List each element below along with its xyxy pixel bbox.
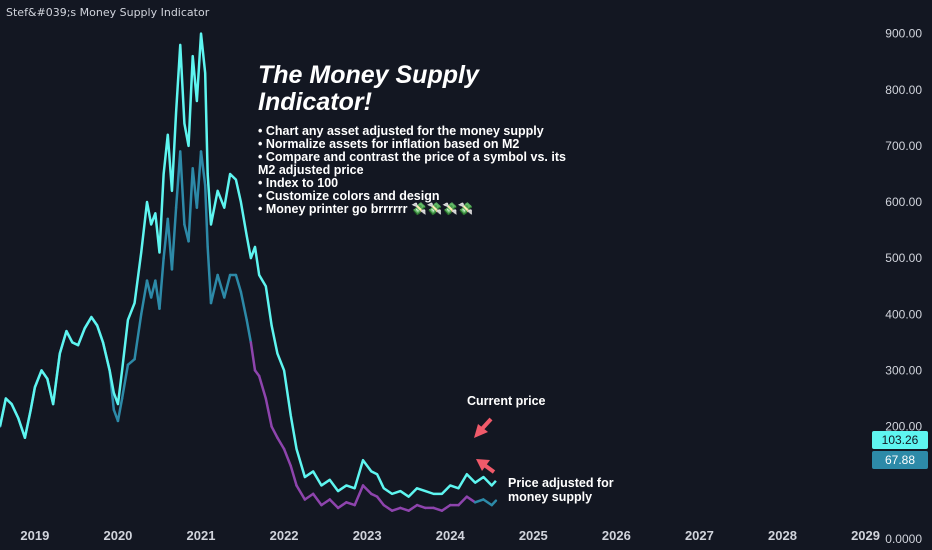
adjusted-price-segment	[465, 495, 477, 504]
chart-headline: The Money Supply Indicator!	[258, 61, 479, 116]
adjusted-price-badge: 67.88	[872, 451, 928, 469]
x-tick-label: 2023	[353, 528, 382, 543]
adjusted-price-segment	[353, 484, 365, 507]
adjusted-price-segment	[415, 503, 427, 510]
adjusted-price-segment	[482, 498, 494, 507]
adjusted-price-segment	[440, 503, 452, 512]
adjusted-price-segment	[473, 498, 485, 504]
feature-item: M2 adjusted price	[258, 163, 364, 177]
adjusted-price-segment	[375, 495, 386, 507]
y-tick-label: 600.00	[885, 195, 922, 209]
x-tick-label: 2021	[187, 528, 216, 543]
adjusted-price-segment	[206, 245, 213, 305]
feature-item: • Money printer go brrrrrr 💸💸💸💸	[258, 202, 474, 216]
adjusted-price-segment	[170, 206, 178, 271]
adjusted-price-segment	[270, 425, 279, 440]
adjusted-price-segment	[245, 318, 253, 344]
x-tick-label: 2028	[768, 528, 797, 543]
arrow-adjusted-price	[476, 459, 496, 474]
y-tick-label: 200.00	[885, 420, 922, 434]
adjusted-price-segment	[216, 273, 226, 299]
current-price-badge: 103.26	[872, 431, 928, 449]
adjusted-price-annotation: Price adjusted for money supply	[508, 476, 614, 504]
adjusted-price-segment	[264, 397, 273, 428]
x-tick-label: 2025	[519, 528, 548, 543]
adjusted-price-segment	[158, 256, 165, 310]
adjusted-price-segment	[361, 484, 373, 496]
x-tick-label: 2027	[685, 528, 714, 543]
adjusted-price-segment	[457, 495, 469, 507]
x-tick-label: 2022	[270, 528, 299, 543]
x-tick-label: 2020	[103, 528, 132, 543]
y-tick-label: 400.00	[885, 307, 922, 321]
y-tick-label: 900.00	[885, 27, 922, 41]
adjusted-price-segment	[399, 506, 410, 512]
adjusted-annotation-line2: money supply	[508, 490, 593, 504]
feature-list: • Chart any asset adjusted for the money…	[258, 125, 578, 216]
y-tick-label: 500.00	[885, 251, 922, 265]
adjusted-price-segment	[145, 279, 153, 299]
adjusted-price-segment	[139, 279, 149, 316]
adjusted-price-segment	[345, 501, 356, 507]
arrow-current-price	[474, 417, 493, 438]
y-tick-label: 300.00	[885, 363, 922, 377]
adjusted-price-segment	[328, 498, 340, 510]
y-tick-label: 700.00	[885, 139, 922, 153]
adjusted-price-segment	[239, 290, 248, 322]
adjusted-price-segment	[126, 357, 136, 367]
x-tick-label: 2024	[436, 528, 466, 543]
current-price-line	[0, 32, 497, 498]
adjusted-price-segment	[311, 492, 323, 507]
y-tick-label: 0.0000	[885, 532, 922, 546]
adjusted-price-segment	[432, 506, 444, 512]
adjusted-annotation-line1: Price adjusted for	[508, 476, 614, 490]
adjusted-price-segment	[199, 150, 207, 187]
feature-item: • Normalize assets for inflation based o…	[258, 137, 520, 151]
adjusted-price-segment	[187, 167, 194, 243]
feature-item: • Customize colors and design	[258, 189, 440, 203]
adjusted-price-segment	[120, 363, 130, 400]
adjusted-price-segment	[195, 150, 203, 209]
adjusted-price-segment	[276, 436, 286, 451]
feature-item: • Index to 100	[258, 176, 339, 190]
x-tick-label: 2029	[851, 528, 880, 543]
adjusted-price-segment	[234, 273, 243, 294]
adjusted-price-segment	[209, 273, 219, 305]
indicator-title: Stef&#039;s Money Supply Indicator	[6, 6, 210, 19]
adjusted-price-segment	[295, 484, 307, 501]
feature-item: • Chart any asset adjusted for the money…	[258, 124, 544, 138]
adjusted-price-segment	[390, 506, 402, 512]
adjusted-price-segment	[282, 447, 292, 468]
adjusted-price-segment	[223, 273, 232, 299]
adjusted-price-segment	[303, 492, 315, 501]
adjusted-price-segment	[407, 503, 419, 512]
adjusted-price-segment	[166, 217, 174, 271]
adjusted-price-segment	[249, 341, 257, 372]
adjusted-price-segment	[320, 498, 332, 507]
adjusted-price-segment	[336, 501, 348, 510]
adjusted-price-segment	[490, 499, 498, 507]
adjusted-price-segment	[289, 464, 298, 487]
adjusted-price-segment	[203, 183, 209, 249]
feature-item: • Compare and contrast the price of a sy…	[258, 150, 566, 164]
x-tick-label: 2019	[20, 528, 49, 543]
current-price-annotation: Current price	[467, 394, 546, 408]
y-tick-label: 800.00	[885, 83, 922, 97]
x-tick-label: 2026	[602, 528, 631, 543]
adjusted-price-segment	[116, 397, 124, 423]
adjusted-price-segment	[179, 150, 186, 226]
adjusted-price-segment	[257, 374, 268, 400]
adjusted-price-segment	[133, 313, 143, 361]
adjusted-price-segment	[382, 503, 394, 512]
